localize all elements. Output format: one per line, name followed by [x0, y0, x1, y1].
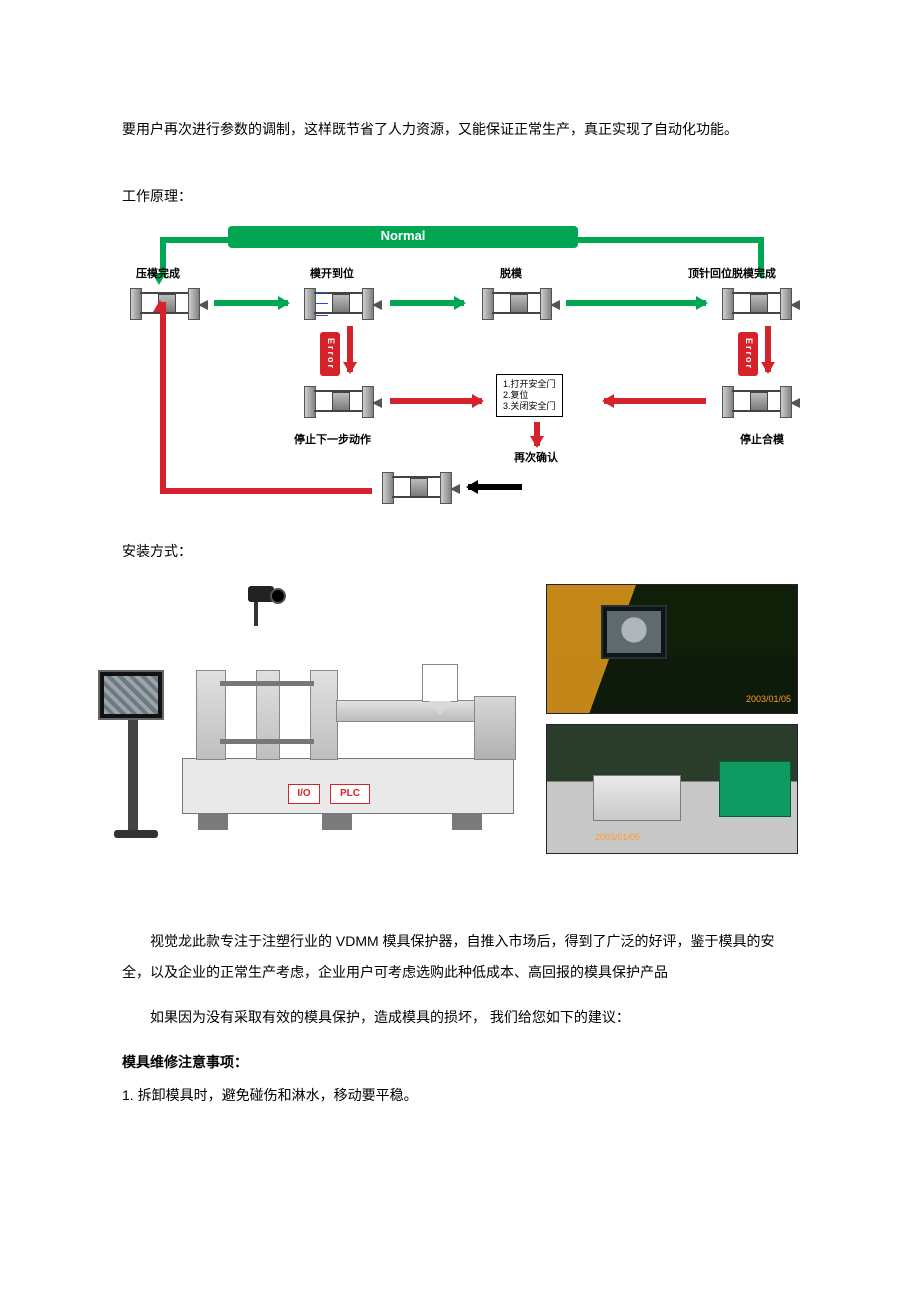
steps-box: 1.打开安全门 2.复位 3.关闭安全门 [496, 374, 563, 418]
principle-heading: 工作原理： [122, 181, 798, 212]
arrow-red-loop-icon [160, 302, 372, 494]
site-photo-2: 2003/01/05 [546, 724, 798, 854]
machine-icon [382, 466, 452, 508]
normal-label: Normal [228, 226, 578, 248]
arrow-black-icon [468, 484, 522, 490]
principle-diagram: Normal 压模完成 模开到位 脱模 顶针回位脱模完成 Error Error… [122, 216, 798, 516]
plc-tag: PLC [330, 784, 370, 804]
arrow-red-icon [534, 422, 540, 446]
error-label: Error [738, 332, 758, 376]
arrow-red-icon [604, 398, 706, 404]
stop-close-label: 停止合模 [740, 428, 784, 452]
camera-icon [240, 582, 286, 608]
recheck-label: 再次确认 [514, 446, 558, 470]
install-heading: 安装方式： [122, 536, 798, 567]
photo-datestamp: 2003/01/05 [595, 828, 640, 848]
machine-icon [482, 282, 552, 324]
arrow-green-icon [390, 300, 464, 306]
arrow-red-icon [390, 398, 482, 404]
arrow-green-icon [566, 300, 706, 306]
maintenance-item-1: 1. 拆卸模具时，避免碰伤和淋水，移动要平稳。 [122, 1080, 798, 1111]
body-paragraph-2: 如果因为没有采取有效的模具保护，造成模具的损坏， 我们给您如下的建议： [122, 1002, 798, 1033]
step2: 2.复位 [503, 390, 556, 401]
monitor-icon [98, 670, 164, 720]
install-figure: I/O PLC 2003/01/05 2003/01/05 [122, 570, 798, 870]
intro-paragraph: 要用户再次进行参数的调制，这样既节省了人力资源，又能保证正常生产，真正实现了自动… [122, 114, 798, 145]
maintenance-heading: 模具维修注意事项： [122, 1047, 798, 1078]
step1: 1.打开安全门 [503, 379, 556, 390]
io-tag: I/O [288, 784, 320, 804]
injection-machine-drawing: I/O PLC [122, 584, 542, 844]
machine-icon [722, 282, 792, 324]
arrow-red-icon [765, 326, 771, 372]
site-photo-1: 2003/01/05 [546, 584, 798, 714]
photo-datestamp: 2003/01/05 [746, 690, 791, 710]
machine-icon [722, 380, 792, 422]
body-paragraph-1: 视觉龙此款专注于注塑行业的 VDMM 模具保护器，自推入市场后，得到了广泛的好评… [122, 926, 798, 988]
step3: 3.关闭安全门 [503, 401, 556, 412]
